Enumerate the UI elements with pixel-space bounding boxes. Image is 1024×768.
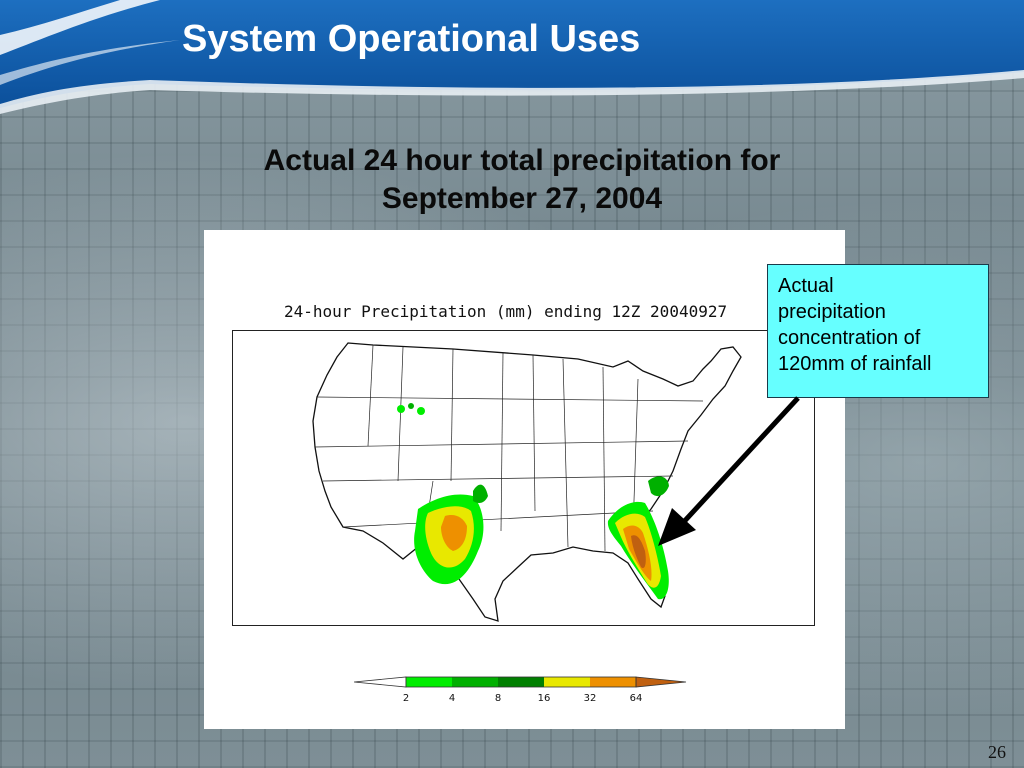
callout-line: precipitation (778, 301, 886, 323)
texas-precipitation (414, 484, 488, 585)
map-title: 24-hour Precipitation (mm) ending 12Z 20… (284, 302, 728, 321)
callout-arrow-icon (658, 396, 800, 546)
subtitle-line-2: September 27, 2004 (381, 181, 663, 215)
slide-title: System Operational Uses (182, 18, 641, 60)
precip-spot (408, 403, 414, 409)
callout-line: 120mm of rainfall (778, 353, 932, 375)
swoosh-icon (0, 0, 160, 55)
colorbar-tick-label: 2 (403, 693, 409, 704)
colorbar-segment-2 (452, 677, 498, 687)
precipitation-colorbar: 2 4 8 16 32 64 (354, 676, 687, 704)
header-banner (0, 0, 1024, 114)
callout-line: Actual (778, 275, 834, 297)
florida-precipitation (607, 476, 669, 600)
precipitation-map-panel: 24-hour Precipitation (mm) ending 12Z 20… (204, 230, 845, 729)
colorbar-segment-5 (590, 677, 636, 687)
colorbar-upper-extension (635, 676, 687, 688)
slide-subtitle: Actual 24 hour total precipitation for S… (150, 142, 894, 217)
colorbar-tick-label: 8 (495, 693, 501, 704)
colorbar-segment-3 (498, 677, 544, 687)
colorbar-segment-4 (544, 677, 590, 687)
colorbar-tick-label: 64 (630, 693, 643, 704)
state-borders (314, 344, 704, 552)
map-frame (232, 330, 815, 626)
colorbar-tick-label: 16 (538, 693, 551, 704)
precip-spot (397, 405, 405, 413)
page-number: 26 (988, 742, 1006, 762)
colorbar-tick-label: 4 (449, 693, 455, 704)
us-map (312, 342, 742, 622)
colorbar-segment-1 (406, 677, 452, 687)
subtitle-line-1: Actual 24 hour total precipitation for (263, 144, 781, 177)
colorbar-tick-label: 32 (584, 693, 597, 704)
precip-spot (417, 407, 425, 415)
callout-line: concentration of (778, 327, 921, 349)
colorbar-lower-extension (354, 676, 407, 688)
callout-box: Actual precipitation concentration of 12… (767, 264, 989, 398)
